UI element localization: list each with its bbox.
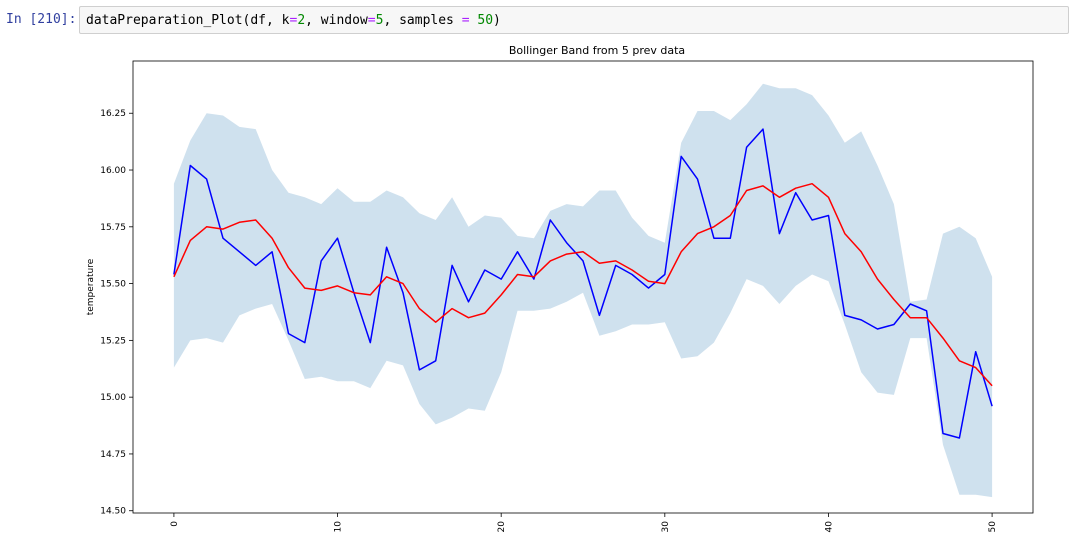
y-tick-label: 15.50	[100, 280, 126, 290]
code-mid2: , samples	[383, 13, 462, 28]
code-samples-value: 50	[477, 13, 494, 28]
code-end: )	[493, 13, 501, 28]
input-prompt: In [210]:	[6, 12, 77, 27]
bollinger-band-layer	[173, 83, 993, 498]
code-input[interactable]: dataPreparation_Plot(df, k=2, window=5, …	[79, 6, 1069, 34]
x-tick-label: 10	[334, 521, 344, 533]
y-tick-label: 15.00	[100, 393, 126, 403]
y-tick-label: 15.25	[100, 336, 126, 346]
code-op-eq: =	[367, 13, 376, 28]
code-mid1: , window	[305, 13, 368, 28]
code-op-eq: =	[289, 13, 298, 28]
y-tick-label: 16.25	[100, 109, 126, 119]
series-layer	[173, 128, 993, 439]
code-window-value: 5	[375, 13, 384, 28]
y-tick-label: 14.50	[100, 507, 126, 517]
plot-frame	[132, 60, 1034, 514]
y-tick-label: 16.00	[100, 166, 126, 176]
x-tick-label: 50	[988, 521, 998, 533]
chart-title: Bollinger Band from 5 prev data	[509, 44, 685, 57]
y-tick-label: 14.75	[100, 450, 126, 460]
x-tick-label: 20	[497, 521, 507, 533]
x-tick-label: 40	[824, 521, 834, 533]
axes-layer: 14.50 14.75 15.00 15.25 15.50 15.75 16.00 16.25…	[100, 60, 1034, 533]
x-tick-label: 30	[661, 521, 671, 533]
y-axis-label: temperature	[86, 258, 96, 315]
moving-average-line	[173, 182, 993, 387]
bollinger-chart: Bollinger Band from 5 prev data temperat…	[86, 44, 1034, 533]
cell-output: Bollinger Band from 5 prev data temperat…	[79, 38, 1069, 544]
code-fn: dataPreparation_Plot(df, k	[86, 13, 290, 28]
y-tick-label: 15.75	[100, 223, 126, 233]
code-op-eq: =	[461, 13, 470, 28]
bollinger-band	[173, 83, 993, 498]
code-k-value: 2	[297, 13, 306, 28]
code-text: dataPreparation_Plot(df, k=2, window=5, …	[86, 13, 501, 28]
temperature-series-line	[173, 128, 993, 439]
x-tick-label: 0	[170, 521, 180, 527]
